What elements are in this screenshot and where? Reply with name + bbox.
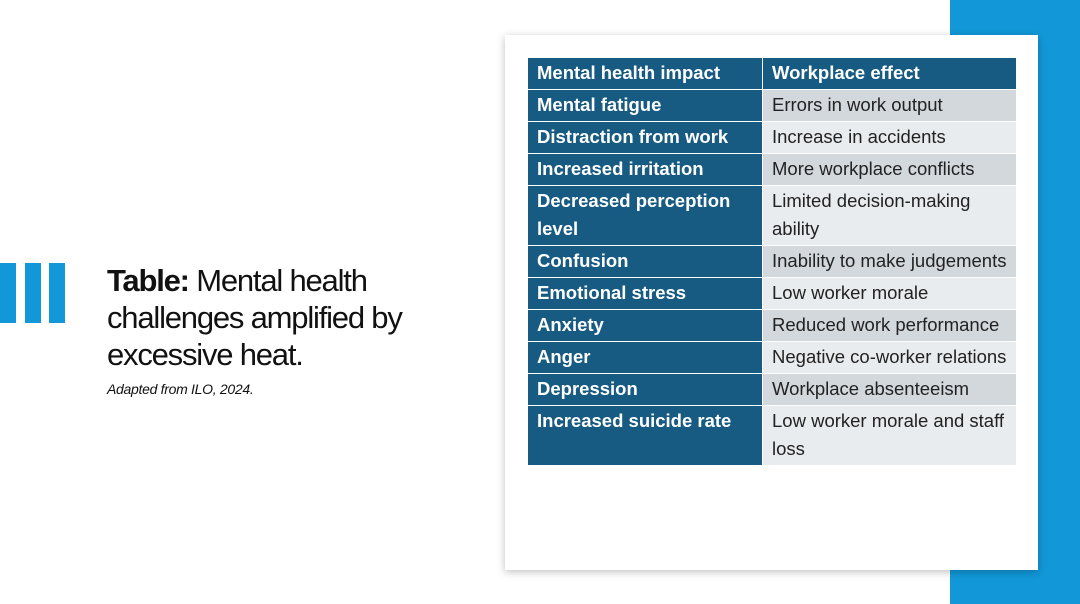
table-row: Anger Negative co-worker relations	[527, 341, 1017, 374]
title-bold: Table:	[107, 263, 190, 298]
source-note: Adapted from ILO, 2024.	[107, 381, 254, 397]
table-cell: Inability to make judgements	[762, 245, 1017, 278]
table-cell: Confusion	[527, 245, 763, 278]
table-cell: Mental fatigue	[527, 89, 763, 122]
accent-bar	[25, 263, 41, 323]
table-row: Increased irritation More workplace confl…	[527, 153, 1017, 186]
header-row: Mental health impact Workplace effect	[527, 57, 1017, 90]
table-cell: Depression	[527, 373, 763, 406]
table-cell: Increased suicide rate	[527, 405, 763, 466]
table-row: Confusion Inability to make judgements	[527, 245, 1017, 278]
table-row: Depression Workplace absenteeism	[527, 373, 1017, 406]
title-text: Mental health challenges amplified by ex…	[107, 263, 403, 372]
table-row: Decreased perception level Limited decisi…	[527, 185, 1017, 246]
accent-bar	[0, 263, 16, 323]
table-row: Distraction from work Increase in acciden…	[527, 121, 1017, 154]
table-cell: Decreased perception level	[527, 185, 763, 246]
slide-title: Table: Mental health challenges amplifie…	[107, 262, 447, 373]
table-row: Emotional stress Low worker morale	[527, 277, 1017, 310]
table-cell: Low worker morale and staff loss	[762, 405, 1017, 466]
table-cell: Low worker morale	[762, 277, 1017, 310]
table-cell: Emotional stress	[527, 277, 763, 310]
table-cell: Negative co-worker relations	[762, 341, 1017, 374]
table-cell: Anger	[527, 341, 763, 374]
table-cell: Limited decision-making ability	[762, 185, 1017, 246]
table-cell: Workplace absenteeism	[762, 373, 1017, 406]
header-cell: Workplace effect	[762, 57, 1017, 90]
table-row: Mental fatigue Errors in work output	[527, 89, 1017, 122]
table: Mental health impact Workplace effect Men…	[527, 57, 1017, 466]
table-cell: Reduced work performance	[762, 309, 1017, 342]
table-cell: Errors in work output	[762, 89, 1017, 122]
header-cell: Mental health impact	[527, 57, 763, 90]
table-card: Mental health impact Workplace effect Men…	[505, 35, 1038, 570]
table-cell: Anxiety	[527, 309, 763, 342]
table-cell: More workplace conflicts	[762, 153, 1017, 186]
table-cell: Increased irritation	[527, 153, 763, 186]
accent-bar	[49, 263, 65, 323]
table-row: Increased suicide rate Low worker morale …	[527, 405, 1017, 466]
table-cell: Distraction from work	[527, 121, 763, 154]
table-row: Anxiety Reduced work performance	[527, 309, 1017, 342]
table-cell: Increase in accidents	[762, 121, 1017, 154]
